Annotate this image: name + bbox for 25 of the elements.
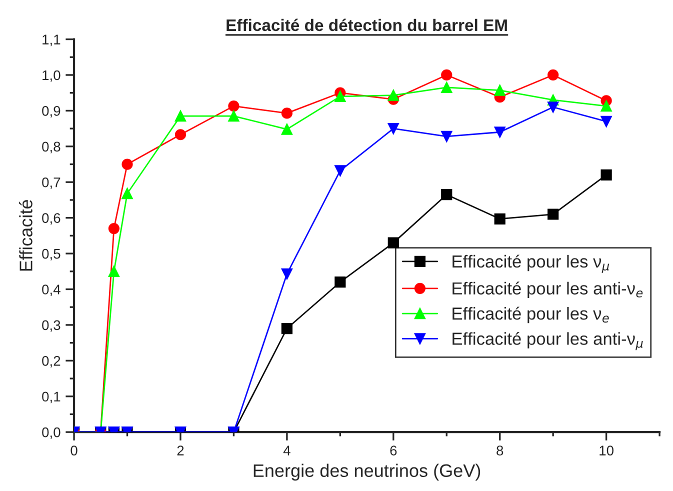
- x-tick-label: 6: [390, 446, 397, 456]
- legend-label: Efficacité pour les ν$_{μ}$: [452, 254, 610, 273]
- x-tick-label: 2: [177, 446, 184, 456]
- x-tick-label: 8: [496, 446, 504, 456]
- y-tick-label: 0,7: [42, 177, 60, 189]
- y-axis-title: Efficacité: [18, 200, 32, 271]
- y-tick-label: 1,1: [42, 34, 60, 46]
- y-tick-label: 0,5: [42, 248, 60, 260]
- y-tick-label: 0,3: [42, 320, 60, 332]
- x-tick-label: 4: [283, 446, 290, 456]
- y-tick-label: 0,8: [42, 142, 60, 154]
- y-tick-label: 0,9: [42, 106, 60, 118]
- y-tick-label: 0,1: [42, 392, 60, 404]
- legend-label: Efficacité pour les anti-ν$_{μ}$: [452, 332, 643, 350]
- y-tick-label: 0,2: [42, 356, 60, 368]
- legend-label: Efficacité pour les ν$_{e}$: [452, 306, 609, 324]
- chart-title: Efficacité de détection du barrel EM: [226, 18, 507, 32]
- y-tick-label: 0,0: [42, 427, 60, 439]
- y-tick-label: 1,0: [42, 70, 60, 82]
- legend-label: Efficacité pour les anti-ν$_{e}$: [452, 282, 643, 298]
- x-axis-title: Energie des neutrinos (GeV): [254, 464, 480, 481]
- x-tick-label: 10: [600, 446, 614, 456]
- y-tick-label: 0,4: [42, 284, 60, 296]
- x-tick-label: 0: [70, 446, 78, 456]
- y-tick-label: 0,6: [42, 213, 60, 225]
